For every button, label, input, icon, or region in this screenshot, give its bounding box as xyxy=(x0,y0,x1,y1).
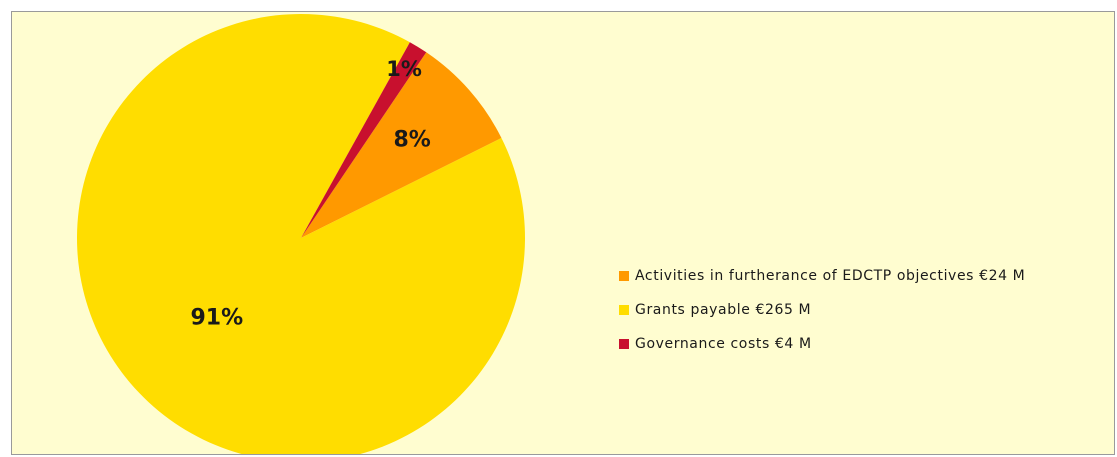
data-label-governance: 1% xyxy=(386,57,422,81)
pie-data-labels: 8% 91% 1% xyxy=(190,57,430,330)
legend-item-governance: Governance costs €4 M xyxy=(619,327,1109,361)
pie-slices xyxy=(77,14,525,454)
pie-slice-grants xyxy=(77,14,525,454)
legend: Activities in furtherance of EDCTP objec… xyxy=(619,259,1109,361)
legend-swatch-grants xyxy=(619,305,629,315)
pie-chart: 8% 91% 1% xyxy=(77,14,525,454)
chart-area: 8% 91% 1% Activities in furtherance of EDC… xyxy=(11,11,1115,455)
pie-slice-activities xyxy=(301,52,502,238)
legend-label-grants: Grants payable €265 M xyxy=(635,302,812,318)
legend-label-activities: Activities in furtherance of EDCTP objec… xyxy=(635,268,1026,284)
legend-item-grants: Grants payable €265 M xyxy=(619,293,1109,327)
legend-swatch-governance xyxy=(619,339,629,349)
legend-label-governance: Governance costs €4 M xyxy=(635,336,812,352)
data-label-grants: 91% xyxy=(190,305,243,330)
legend-swatch-activities xyxy=(619,271,629,281)
legend-item-activities: Activities in furtherance of EDCTP objec… xyxy=(619,259,1109,293)
data-label-activities: 8% xyxy=(393,128,430,153)
pie-slice-governance xyxy=(301,42,427,238)
